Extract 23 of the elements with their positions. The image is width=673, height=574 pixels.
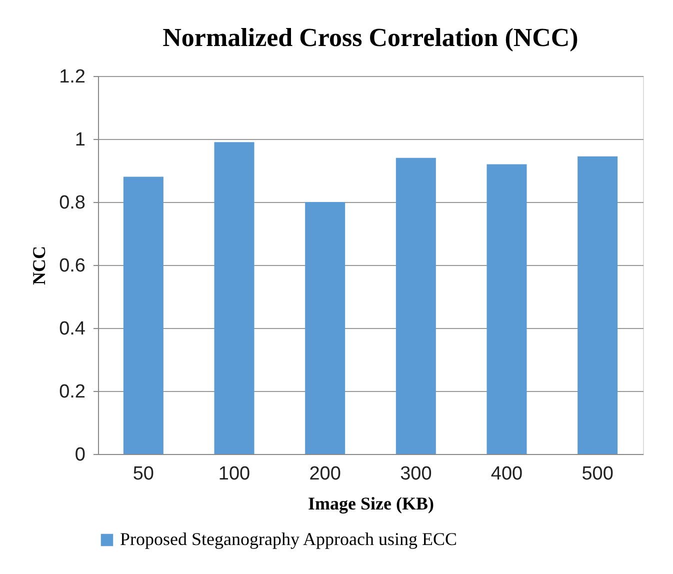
x-tick-label: 200 bbox=[309, 464, 341, 484]
bar bbox=[214, 142, 254, 454]
x-tick-label: 500 bbox=[582, 464, 614, 484]
y-axis-title: NCC bbox=[29, 246, 50, 285]
x-tick-label: 400 bbox=[490, 464, 523, 484]
y-tick-label: 0.4 bbox=[59, 318, 86, 340]
y-tick-label: 0 bbox=[74, 444, 86, 466]
bar bbox=[305, 202, 346, 454]
x-axis-title: Image Size (KB) bbox=[308, 494, 434, 514]
y-tick-label: 0.6 bbox=[59, 256, 86, 276]
chart-title: Normalized Cross Correlation (NCC) bbox=[162, 23, 578, 52]
bar bbox=[486, 164, 527, 454]
x-tick-label: 100 bbox=[218, 464, 250, 484]
bar bbox=[578, 156, 618, 454]
x-tick-label: 50 bbox=[132, 464, 154, 484]
x-tick-label: 300 bbox=[400, 464, 432, 484]
y-tick-label: 1.2 bbox=[59, 66, 86, 88]
y-tick-label: 0.8 bbox=[59, 192, 86, 214]
y-tick-label: 1 bbox=[74, 130, 86, 150]
bar bbox=[123, 176, 164, 454]
y-tick-label: 0.2 bbox=[59, 382, 86, 402]
legend-label: Proposed Steganography Approach using ECC bbox=[120, 529, 457, 549]
bar bbox=[396, 158, 436, 454]
